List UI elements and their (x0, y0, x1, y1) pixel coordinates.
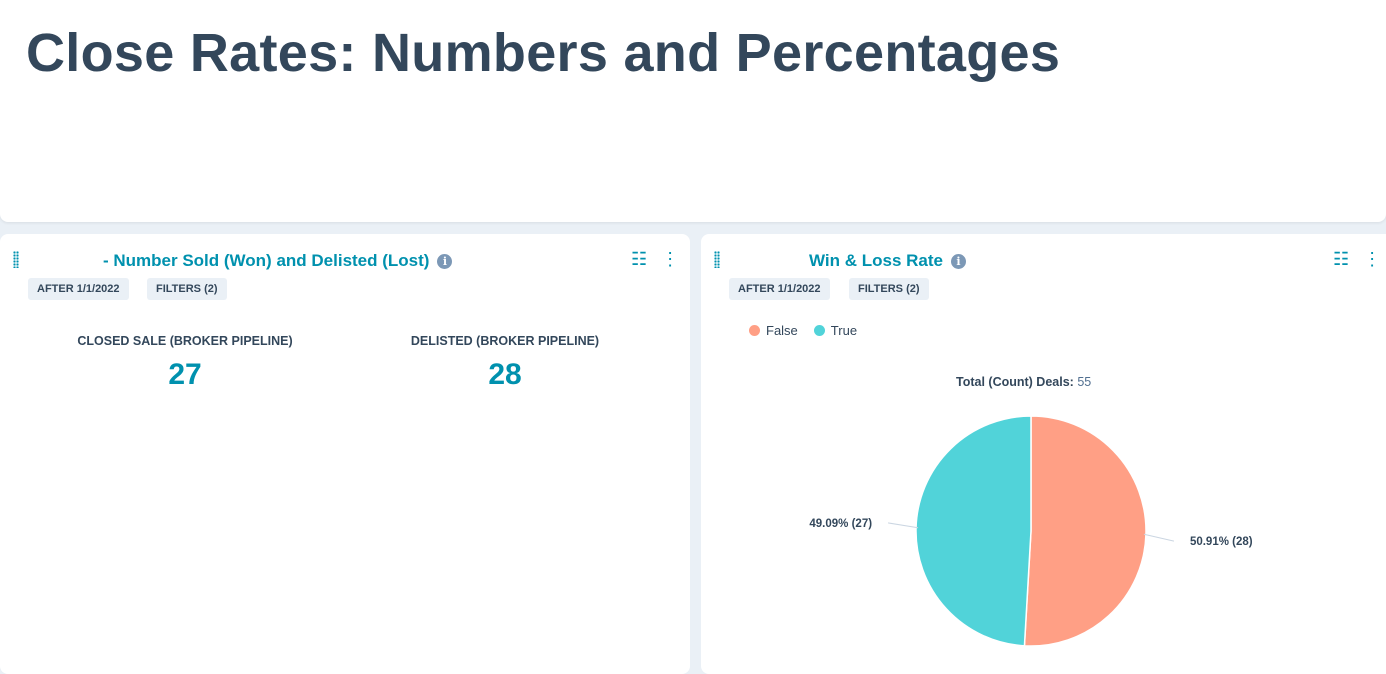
sliders-icon[interactable]: ☷ (631, 249, 648, 269)
label-leader-line (887, 522, 919, 529)
legend-item-false[interactable]: False (749, 323, 798, 338)
dashboard-header: Close Rates: Numbers and Percentages (0, 0, 1386, 222)
date-filter-tag[interactable]: AFTER 1/1/2022 (729, 278, 830, 300)
legend-item-true[interactable]: True (813, 323, 857, 338)
page-title: Close Rates: Numbers and Percentages (26, 23, 1061, 83)
pie-card: Win & Loss Rate i ☷ ⋮ AFTER 1/1/2022 FILTE… (701, 234, 1386, 674)
more-vertical-icon[interactable]: ⋮ (661, 249, 680, 269)
kpi-value: 28 (488, 358, 522, 391)
kpi-label: DELISTED (BROKER PIPELINE) (410, 334, 600, 348)
filters-tag[interactable]: FILTERS (2) (849, 278, 929, 300)
chart-legend: False True (749, 323, 857, 338)
more-vertical-icon[interactable]: ⋮ (1363, 249, 1382, 269)
info-icon[interactable]: i (950, 254, 966, 269)
info-icon[interactable]: i (437, 254, 453, 269)
pie-chart: 50.91% (28) 49.09% (27) (809, 415, 1253, 647)
kpi-card: - Number Sold (Won) and Delisted (Lost) i… (0, 234, 690, 674)
pie-slice-true[interactable] (915, 415, 1032, 647)
total-count: Total (Count) Deals: 55 (956, 375, 1092, 389)
card-title[interactable]: Win & Loss Rate i (809, 251, 966, 271)
data-label: 49.09% (27) (809, 518, 872, 530)
data-label: 50.91% (28) (1190, 536, 1253, 548)
legend-dot (749, 325, 760, 336)
label-leader-line (1143, 533, 1175, 542)
kpi-label: CLOSED SALE (BROKER PIPELINE) (77, 334, 293, 348)
drag-handle-icon[interactable] (714, 251, 720, 268)
sliders-icon[interactable]: ☷ (1333, 249, 1350, 269)
kpi-value: 27 (168, 358, 202, 391)
legend-dot (813, 325, 825, 336)
drag-handle-icon[interactable] (13, 251, 19, 268)
card-title[interactable]: - Number Sold (Won) and Delisted (Lost) i (103, 251, 453, 271)
filters-tag[interactable]: FILTERS (2) (147, 278, 227, 300)
date-filter-tag[interactable]: AFTER 1/1/2022 (28, 278, 129, 300)
pie-slice-false[interactable] (1023, 415, 1147, 647)
